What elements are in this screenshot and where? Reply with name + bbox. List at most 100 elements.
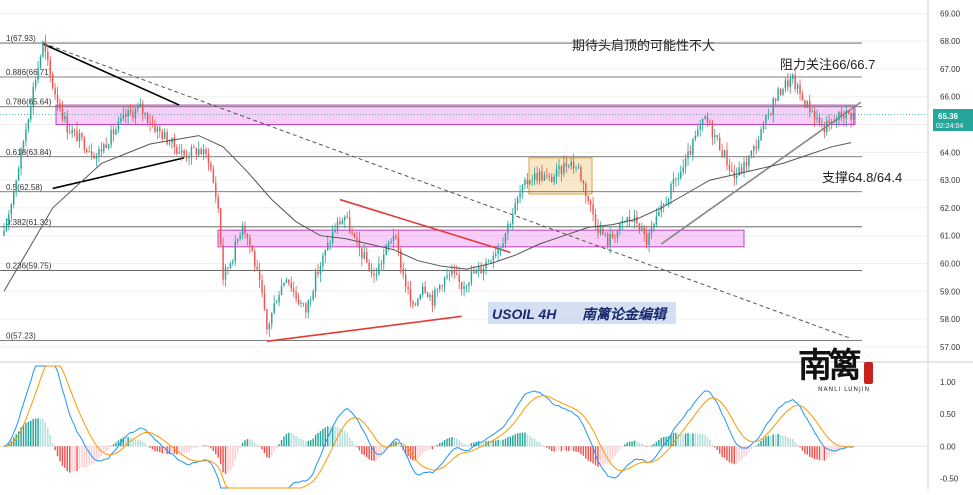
macd-histogram-bar xyxy=(465,444,468,447)
candle-body xyxy=(280,286,283,295)
candle-body xyxy=(850,113,852,120)
candle-body xyxy=(602,228,604,235)
macd-histogram-bar xyxy=(331,426,334,447)
candle-body xyxy=(42,41,44,57)
candle-body xyxy=(339,221,341,225)
candle-body xyxy=(348,217,351,233)
candle-body xyxy=(244,225,246,234)
candle-body xyxy=(156,127,159,132)
macd-histogram-bar xyxy=(721,446,723,457)
candle-body xyxy=(15,180,17,191)
candle-body xyxy=(185,155,188,159)
candle-body xyxy=(631,220,633,222)
price-tick-label: 67.00 xyxy=(940,65,961,74)
candle-body xyxy=(482,268,485,274)
candle-body xyxy=(27,119,30,130)
macd-histogram-bar xyxy=(597,446,599,467)
candle-body xyxy=(638,223,641,231)
macd-histogram-bar xyxy=(151,446,154,450)
macd-histogram-bar xyxy=(655,441,658,447)
macd-histogram-bar xyxy=(784,435,787,447)
candle-body xyxy=(553,176,555,182)
macd-histogram-bar xyxy=(628,441,631,447)
candle-body xyxy=(611,234,614,238)
left-upper-line xyxy=(42,43,180,106)
candle-body xyxy=(137,106,139,110)
candle-body xyxy=(98,149,100,156)
macd-histogram-bar xyxy=(743,446,745,458)
macd-histogram-bar xyxy=(283,436,285,447)
candle-body xyxy=(212,169,215,183)
candle-body xyxy=(363,252,366,259)
macd-histogram-bar xyxy=(361,446,363,455)
macd-histogram-bar xyxy=(236,446,239,454)
candle-body xyxy=(297,299,300,305)
candle-body xyxy=(448,274,451,276)
candle-body xyxy=(78,132,81,142)
candle-body xyxy=(550,176,553,182)
candle-body xyxy=(480,267,482,274)
macd-histogram-bar xyxy=(34,418,37,447)
candle-body xyxy=(246,233,249,238)
candle-body xyxy=(312,291,314,300)
macd-histogram-bar xyxy=(134,439,137,447)
macd-histogram-bar xyxy=(514,434,516,447)
macd-histogram-bar xyxy=(295,435,297,447)
candle-body xyxy=(538,171,541,181)
candle-body xyxy=(794,74,796,89)
macd-histogram-bar xyxy=(740,446,743,461)
candle-body xyxy=(645,233,648,245)
candle-body xyxy=(823,125,826,133)
candle-body xyxy=(750,150,753,156)
candle-body xyxy=(828,120,830,124)
macd-histogram-bar xyxy=(709,439,711,447)
macd-histogram-bar xyxy=(339,428,341,447)
candle-body xyxy=(275,302,278,304)
candle-body xyxy=(110,129,112,145)
macd-histogram-bar xyxy=(254,442,256,447)
candle-body xyxy=(404,274,407,287)
macd-histogram-bar xyxy=(838,446,840,450)
candle-body xyxy=(129,110,132,113)
macd-histogram-bar xyxy=(453,437,456,447)
price-axis-layer[interactable]: 69.0068.0067.0066.0065.0064.0063.0062.00… xyxy=(927,0,961,490)
macd-histogram-bar xyxy=(407,446,409,457)
macd-histogram-bar xyxy=(726,446,728,461)
macd-histogram-bar xyxy=(22,424,25,447)
candle-body xyxy=(494,253,497,256)
macd-histogram-bar xyxy=(614,446,616,457)
macd-histogram-bar xyxy=(833,446,835,454)
candle-body xyxy=(626,217,628,222)
candle-body xyxy=(818,117,821,126)
candle-body xyxy=(375,274,378,276)
macd-tick-label: 0.50 xyxy=(940,410,956,419)
candle-body xyxy=(198,149,200,155)
candle-body xyxy=(704,116,706,119)
candle-body xyxy=(370,271,373,274)
macd-histogram-bar xyxy=(633,440,636,447)
candle-body xyxy=(402,268,404,275)
candle-body xyxy=(309,299,312,301)
macd-histogram-bar xyxy=(463,443,465,447)
candle-body xyxy=(39,56,42,68)
macd-histogram-bar xyxy=(631,441,633,447)
macd-histogram-bar xyxy=(468,444,470,447)
candle-body xyxy=(180,150,183,153)
candle-body xyxy=(419,294,421,300)
candle-body xyxy=(621,221,624,223)
candle-body xyxy=(400,250,402,269)
price-tick-label: 66.00 xyxy=(940,93,961,102)
macd-histogram-bar xyxy=(777,433,779,447)
candle-body xyxy=(71,129,73,134)
candle-body xyxy=(88,151,90,153)
trendline-layer xyxy=(0,42,928,343)
macd-histogram-bar xyxy=(219,446,222,465)
candle-body xyxy=(499,248,502,250)
candle-body xyxy=(86,149,88,152)
candle-body xyxy=(735,175,738,179)
macd-histogram-bar xyxy=(288,432,290,447)
candle-body xyxy=(224,267,227,280)
candle-body xyxy=(358,239,361,249)
rising-support xyxy=(660,101,862,245)
candle-body xyxy=(721,150,723,157)
